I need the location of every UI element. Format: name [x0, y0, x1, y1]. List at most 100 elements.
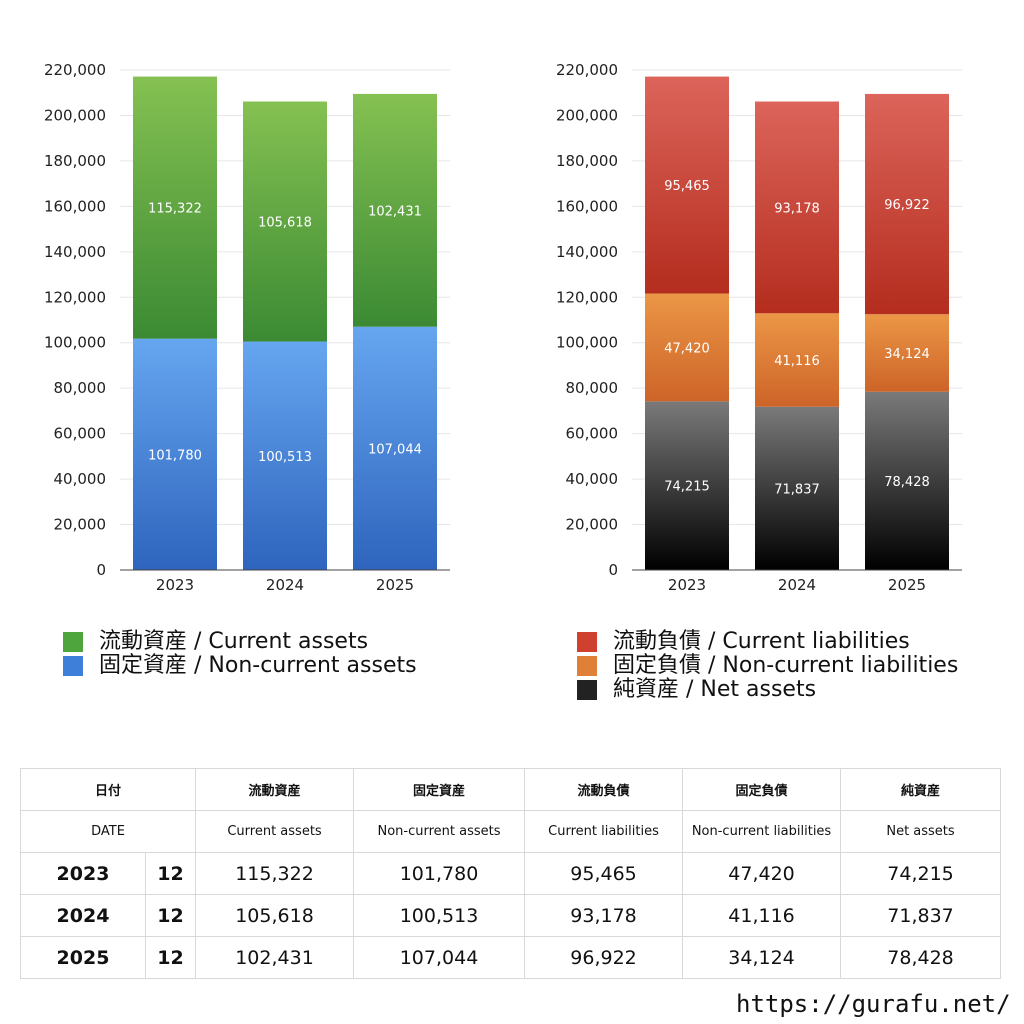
- value-cell: 47,420: [682, 852, 842, 895]
- legend-label: 固定負債 / Non-current liabilities: [613, 653, 959, 678]
- bar-segment: [865, 314, 949, 392]
- bar-segment: [353, 93, 437, 327]
- data-label: 93,178: [774, 201, 820, 216]
- y-tick-label: 200,000: [44, 106, 106, 124]
- data-label: 47,420: [664, 341, 710, 356]
- header-cell: Current assets: [195, 810, 355, 853]
- legend-item-net-assets: 純資産 / Net assets: [577, 678, 958, 702]
- header-cell: 日付: [19, 768, 197, 811]
- data-label: 41,116: [774, 354, 820, 369]
- table-header-jp: 日付 流動資産 固定資産 流動負債 固定負債 純資産: [19, 768, 1002, 811]
- y-tick-label: 0: [96, 561, 106, 579]
- bar-segment: [865, 391, 949, 570]
- bar-segment: [133, 76, 217, 339]
- y-tick-label: 100,000: [556, 334, 618, 352]
- value-cell: 102,431: [195, 936, 355, 979]
- value-cell: 115,322: [195, 852, 355, 895]
- data-label: 115,322: [148, 202, 202, 217]
- header-cell: DATE: [19, 810, 197, 853]
- month-cell: 12: [144, 894, 197, 937]
- x-tick-label: 2025: [376, 576, 414, 594]
- assets-chart: 0 20,000 40,000 60,000 80,000 100,000 120,000 1…: [44, 61, 450, 594]
- legend-label: 流動資産 / Current assets: [99, 629, 369, 654]
- bar-segment: [243, 341, 327, 570]
- assets-legend: 流動資産 / Current assets 固定資産 / Non-current…: [63, 630, 417, 678]
- y-tick-label: 0: [608, 561, 618, 579]
- y-tick-label: 120,000: [44, 288, 106, 306]
- data-label: 71,837: [774, 482, 820, 497]
- data-label: 100,513: [258, 450, 312, 465]
- bar-segment: [755, 406, 839, 570]
- y-tick-label: 220,000: [556, 61, 618, 79]
- table-header-en: DATE Current assets Non-current assets C…: [19, 810, 1002, 853]
- table-row: 2024 12 105,618 100,513 93,178 41,116 71…: [20, 894, 1002, 937]
- bar-segment: [645, 401, 729, 570]
- legend-label: 固定資産 / Non-current assets: [99, 653, 417, 678]
- legend-swatch: [577, 656, 597, 676]
- y-tick-label: 80,000: [54, 379, 107, 397]
- header-cell: 流動負債: [524, 768, 684, 811]
- liabilities-legend: 流動負債 / Current liabilities 固定負債 / Non-cu…: [577, 630, 958, 702]
- data-label: 107,044: [368, 442, 422, 457]
- legend-label: 純資産 / Net assets: [613, 677, 817, 702]
- year-cell: 2023: [20, 852, 146, 895]
- bar-segment: [865, 93, 949, 315]
- value-cell: 107,044: [353, 936, 526, 979]
- value-cell: 105,618: [195, 894, 355, 937]
- y-tick-label: 180,000: [44, 152, 106, 170]
- value-cell: 41,116: [682, 894, 842, 937]
- legend-swatch: [63, 656, 83, 676]
- value-cell: 71,837: [840, 894, 1002, 937]
- legend-swatch: [577, 632, 597, 652]
- month-cell: 12: [144, 936, 197, 979]
- y-tick-label: 80,000: [566, 379, 619, 397]
- y-tick-label: 100,000: [44, 334, 106, 352]
- value-cell: 34,124: [682, 936, 842, 979]
- y-tick-label: 200,000: [556, 106, 618, 124]
- y-tick-label: 160,000: [44, 197, 106, 215]
- bar-segment: [133, 338, 217, 570]
- year-cell: 2025: [20, 936, 146, 979]
- header-cell: Net assets: [840, 810, 1002, 853]
- header-cell: Non-current liabilities: [682, 810, 842, 853]
- data-label: 105,618: [258, 216, 312, 231]
- x-tick-label: 2025: [888, 576, 926, 594]
- y-tick-label: 180,000: [556, 152, 618, 170]
- header-cell: Non-current assets: [353, 810, 526, 853]
- legend-item-noncurrent-assets: 固定資産 / Non-current assets: [63, 654, 417, 678]
- value-cell: 101,780: [353, 852, 526, 895]
- bar-segment: [645, 293, 729, 402]
- data-label: 101,780: [148, 448, 202, 463]
- legend-label: 流動負債 / Current liabilities: [613, 629, 910, 654]
- header-cell: 固定負債: [682, 768, 842, 811]
- x-tick-label: 2023: [156, 576, 194, 594]
- data-label: 96,922: [884, 198, 930, 213]
- y-tick-label: 60,000: [54, 425, 107, 443]
- y-tick-label: 40,000: [54, 470, 107, 488]
- value-cell: 100,513: [353, 894, 526, 937]
- y-tick-label: 60,000: [566, 425, 619, 443]
- site-url[interactable]: https://gurafu.net/: [736, 990, 1011, 1018]
- legend-swatch: [577, 680, 597, 700]
- legend-swatch: [63, 632, 83, 652]
- y-tick-label: 160,000: [556, 197, 618, 215]
- data-label: 74,215: [664, 480, 710, 495]
- y-tick-label: 40,000: [566, 470, 619, 488]
- data-label: 78,428: [884, 475, 930, 490]
- header-cell: 流動資産: [195, 768, 355, 811]
- bar-segment: [645, 76, 729, 294]
- y-tick-label: 20,000: [54, 516, 107, 534]
- bar-segment: [353, 326, 437, 570]
- legend-item-current-assets: 流動資産 / Current assets: [63, 630, 417, 654]
- value-cell: 93,178: [524, 894, 684, 937]
- data-table: 日付 流動資産 固定資産 流動負債 固定負債 純資産 DATE Current …: [19, 768, 1002, 979]
- liabilities-chart: 0 20,000 40,000 60,000 80,000 100,000 120,000 1…: [556, 61, 962, 594]
- table-row: 2025 12 102,431 107,044 96,922 34,124 78…: [20, 936, 1002, 979]
- value-cell: 96,922: [524, 936, 684, 979]
- legend-item-noncurrent-liabilities: 固定負債 / Non-current liabilities: [577, 654, 958, 678]
- table-row: 2023 12 115,322 101,780 95,465 47,420 74…: [20, 852, 1002, 895]
- bar-segment: [243, 101, 327, 342]
- y-tick-label: 140,000: [44, 243, 106, 261]
- y-tick-label: 20,000: [566, 516, 619, 534]
- y-tick-label: 220,000: [44, 61, 106, 79]
